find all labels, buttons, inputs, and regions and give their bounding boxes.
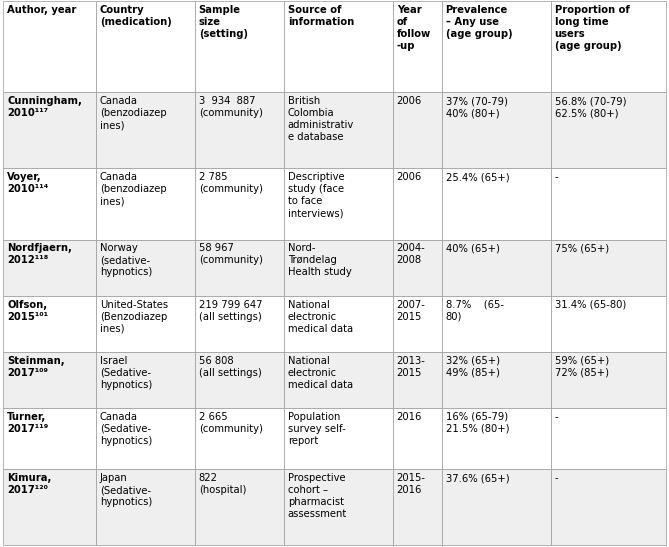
Text: Cunningham,
2010¹¹⁷: Cunningham, 2010¹¹⁷	[7, 96, 82, 118]
Bar	[442, 92, 551, 168]
Text: Kimura,
2017¹²⁰: Kimura, 2017¹²⁰	[7, 473, 52, 495]
Bar	[3, 296, 96, 352]
Bar	[284, 469, 393, 545]
Text: 2 665
(community): 2 665 (community)	[199, 412, 262, 434]
Bar	[284, 1, 393, 92]
Text: Author, year: Author, year	[7, 5, 77, 15]
Text: 37% (70-79)
40% (80+): 37% (70-79) 40% (80+)	[446, 96, 507, 118]
Bar	[96, 1, 195, 92]
Text: Japan
(Sedative-
hypnotics): Japan (Sedative- hypnotics)	[100, 473, 152, 507]
Bar	[551, 168, 666, 240]
Bar	[442, 1, 551, 92]
Bar	[3, 469, 96, 545]
Bar	[551, 92, 666, 168]
Bar	[195, 296, 284, 352]
Bar	[393, 240, 442, 296]
Text: Source of
information: Source of information	[288, 5, 354, 27]
Text: Prospective
cohort –
pharmacist
assessment: Prospective cohort – pharmacist assessme…	[288, 473, 347, 519]
Bar	[3, 1, 96, 92]
Text: 56 808
(all settings): 56 808 (all settings)	[199, 356, 262, 377]
Text: 3  934  887
(community): 3 934 887 (community)	[199, 96, 262, 118]
Bar	[96, 408, 195, 469]
Bar	[3, 408, 96, 469]
Text: -: -	[555, 172, 558, 182]
Text: Descriptive
study (face
to face
interviews): Descriptive study (face to face intervie…	[288, 172, 345, 218]
Text: British
Colombia
administrativ
e database: British Colombia administrativ e databas…	[288, 96, 354, 142]
Text: 2006: 2006	[397, 172, 422, 182]
Bar	[195, 168, 284, 240]
Bar	[195, 1, 284, 92]
Text: National
electronic
medical data: National electronic medical data	[288, 300, 353, 334]
Text: Voyer,
2010¹¹⁴: Voyer, 2010¹¹⁴	[7, 172, 49, 194]
Text: 2007-
2015: 2007- 2015	[397, 300, 425, 322]
Text: Nord-
Trøndelag
Health study: Nord- Trøndelag Health study	[288, 243, 351, 277]
Bar	[551, 352, 666, 408]
Text: 2016: 2016	[397, 412, 422, 422]
Bar	[284, 408, 393, 469]
Text: 37.6% (65+): 37.6% (65+)	[446, 473, 509, 483]
Text: Israel
(Sedative-
hypnotics): Israel (Sedative- hypnotics)	[100, 356, 152, 389]
Bar	[393, 1, 442, 92]
Text: 56.8% (70-79)
62.5% (80+): 56.8% (70-79) 62.5% (80+)	[555, 96, 626, 118]
Bar	[96, 168, 195, 240]
Bar	[551, 240, 666, 296]
Text: Olfson,
2015¹⁰¹: Olfson, 2015¹⁰¹	[7, 300, 48, 322]
Text: 8.7%    (65-
80): 8.7% (65- 80)	[446, 300, 504, 322]
Bar	[195, 408, 284, 469]
Bar	[442, 168, 551, 240]
Bar	[442, 408, 551, 469]
Bar	[442, 352, 551, 408]
Text: National
electronic
medical data: National electronic medical data	[288, 356, 353, 389]
Text: Turner,
2017¹¹⁹: Turner, 2017¹¹⁹	[7, 412, 49, 434]
Text: -: -	[555, 412, 558, 422]
Bar	[3, 352, 96, 408]
Text: 2006: 2006	[397, 96, 422, 106]
Bar	[195, 352, 284, 408]
Bar	[393, 408, 442, 469]
Bar	[551, 408, 666, 469]
Text: 40% (65+): 40% (65+)	[446, 243, 500, 253]
Text: 16% (65-79)
21.5% (80+): 16% (65-79) 21.5% (80+)	[446, 412, 509, 434]
Bar	[96, 352, 195, 408]
Text: 2004-
2008: 2004- 2008	[397, 243, 425, 265]
Bar	[96, 296, 195, 352]
Bar	[551, 296, 666, 352]
Bar	[393, 352, 442, 408]
Text: United-States
(Benzodiazep
ines): United-States (Benzodiazep ines)	[100, 300, 168, 334]
Text: Nordfjaern,
2012¹¹⁸: Nordfjaern, 2012¹¹⁸	[7, 243, 72, 265]
Bar	[284, 296, 393, 352]
Bar	[551, 1, 666, 92]
Bar	[284, 352, 393, 408]
Bar	[442, 240, 551, 296]
Bar	[284, 240, 393, 296]
Text: Prevalence
– Any use
(age group): Prevalence – Any use (age group)	[446, 5, 512, 39]
Bar	[393, 296, 442, 352]
Bar	[442, 469, 551, 545]
Bar	[195, 92, 284, 168]
Bar	[3, 92, 96, 168]
Bar	[96, 92, 195, 168]
Text: Country
(medication): Country (medication)	[100, 5, 171, 27]
Bar	[393, 92, 442, 168]
Text: -: -	[555, 473, 558, 483]
Text: 58 967
(community): 58 967 (community)	[199, 243, 262, 265]
Bar	[393, 168, 442, 240]
Text: Year
of
follow
-up: Year of follow -up	[397, 5, 431, 51]
Bar	[3, 168, 96, 240]
Bar	[551, 469, 666, 545]
Text: 822
(hospital): 822 (hospital)	[199, 473, 246, 495]
Text: Proportion of
long time
users
(age group): Proportion of long time users (age group…	[555, 5, 630, 51]
Text: Canada
(benzodiazep
ines): Canada (benzodiazep ines)	[100, 96, 167, 130]
Text: 31.4% (65-80): 31.4% (65-80)	[555, 300, 626, 310]
Text: Canada
(Sedative-
hypnotics): Canada (Sedative- hypnotics)	[100, 412, 152, 446]
Bar	[195, 469, 284, 545]
Text: Sample
size
(setting): Sample size (setting)	[199, 5, 248, 39]
Text: 75% (65+): 75% (65+)	[555, 243, 609, 253]
Text: 2013-
2015: 2013- 2015	[397, 356, 425, 377]
Text: Steinman,
2017¹⁰⁹: Steinman, 2017¹⁰⁹	[7, 356, 65, 377]
Text: 2 785
(community): 2 785 (community)	[199, 172, 262, 194]
Text: 59% (65+)
72% (85+): 59% (65+) 72% (85+)	[555, 356, 609, 377]
Text: Canada
(benzodiazep
ines): Canada (benzodiazep ines)	[100, 172, 167, 206]
Text: Population
survey self-
report: Population survey self- report	[288, 412, 345, 446]
Text: 25.4% (65+): 25.4% (65+)	[446, 172, 509, 182]
